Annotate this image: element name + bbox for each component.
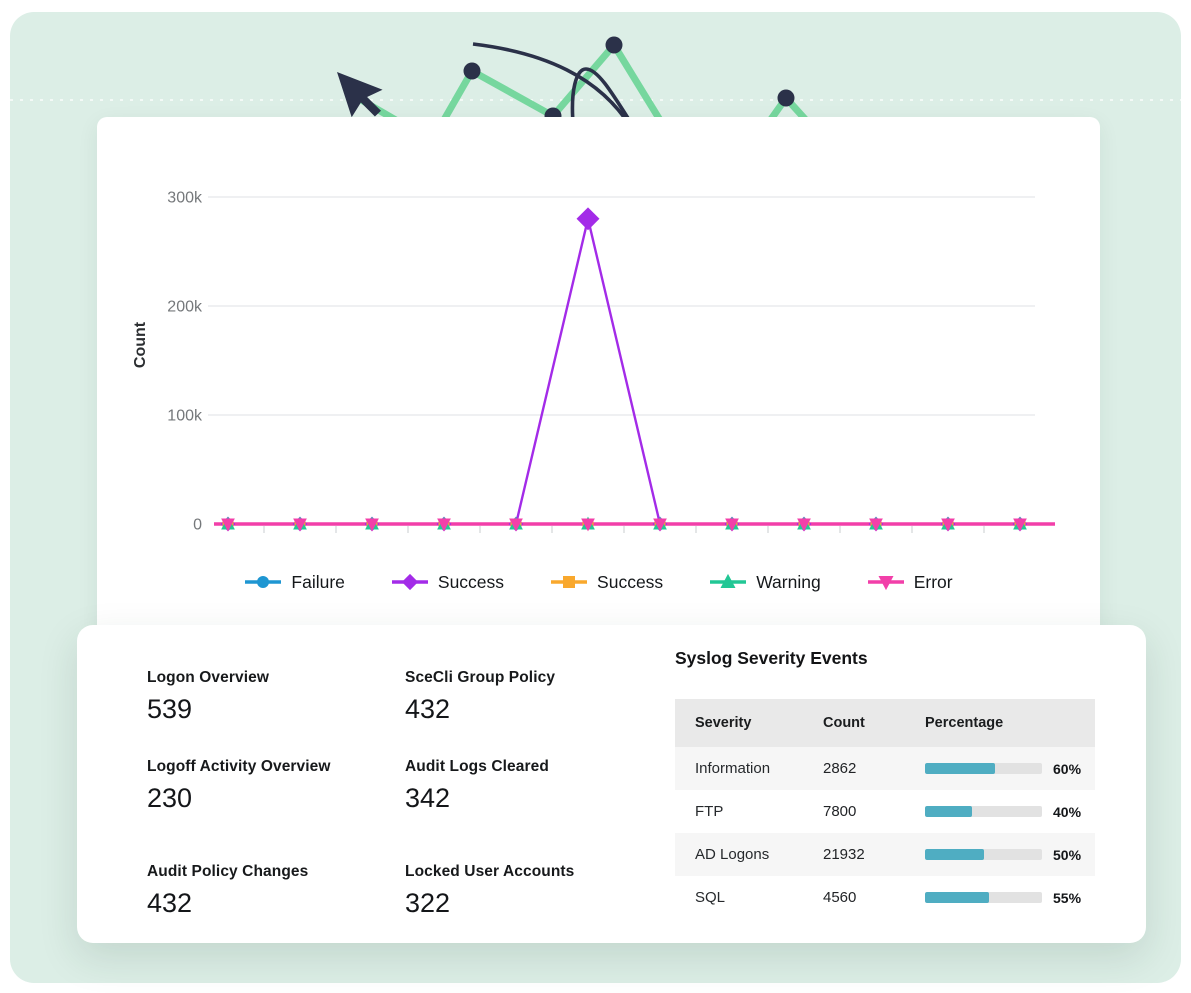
percentage-label: 50% (1053, 846, 1082, 863)
severity-cell: SQL (695, 889, 726, 906)
triangle-down-marker-icon (867, 576, 904, 591)
table-row: FTP 7800 40% (675, 790, 1095, 833)
syslog-severity-section: Syslog Severity Events Severity Count Pe… (675, 648, 1095, 919)
svg-text:300k: 300k (167, 190, 203, 207)
svg-text:200k: 200k (167, 299, 203, 316)
stat-audit-logs-cleared: Audit Logs Cleared 342 (405, 758, 655, 814)
legend-label: Success (597, 571, 664, 592)
deco-swoosh-curves (472, 42, 640, 135)
percentage-bar-track (925, 892, 1042, 903)
stat-label: SceCli Group Policy (405, 669, 556, 686)
circle-marker-icon (245, 576, 282, 588)
legend-item-failure[interactable]: Failure (244, 572, 345, 593)
table-header-row: Severity Count Percentage (675, 699, 1095, 747)
square-marker-icon (551, 576, 588, 588)
percentage-label: 60% (1053, 760, 1082, 777)
summary-card: Logon Overview 539 SceCli Group Policy 4… (77, 625, 1146, 943)
stat-audit-policy-changes: Audit Policy Changes 432 (147, 863, 397, 919)
stat-value: 230 (147, 783, 193, 813)
legend-item-success[interactable]: Success (391, 572, 504, 593)
diamond-marker-icon (391, 573, 428, 591)
severity-cell: FTP (695, 803, 724, 820)
legend-item-success[interactable]: Success (550, 572, 663, 593)
count-cell: 4560 (823, 889, 857, 906)
chart-legend: Failure Success Success Warning Error (97, 566, 1100, 598)
percentage-bar-track (925, 763, 1042, 774)
legend-label: Warning (756, 571, 821, 592)
count-cell: 7800 (823, 803, 857, 820)
svg-text:0: 0 (193, 517, 202, 534)
stat-value: 432 (147, 888, 193, 918)
stat-label: Locked User Accounts (405, 863, 575, 880)
stat-logon-overview: Logon Overview 539 (147, 669, 397, 725)
percentage-bar-track (925, 806, 1042, 817)
stat-value: 322 (405, 888, 451, 918)
legend-item-warning[interactable]: Warning (709, 572, 821, 593)
percentage-bar-fill (925, 806, 972, 817)
column-header-count: Count (823, 715, 865, 731)
legend-label: Error (913, 571, 953, 592)
count-cell: 21932 (823, 846, 865, 863)
stat-value: 432 (405, 694, 451, 724)
stat-label: Audit Policy Changes (147, 863, 309, 880)
syslog-severity-title: Syslog Severity Events (675, 648, 868, 668)
svg-text:100k: 100k (167, 408, 203, 425)
percentage-label: 55% (1053, 889, 1082, 906)
table-row: AD Logons 21932 50% (675, 833, 1095, 876)
stat-value: 539 (147, 694, 193, 724)
syslog-severity-table: Severity Count Percentage Information 28… (675, 699, 1095, 919)
table-row: Information 2862 60% (675, 747, 1095, 790)
svg-text:Count: Count (132, 321, 149, 368)
percentage-bar-fill (925, 763, 996, 774)
severity-cell: Information (695, 760, 771, 777)
column-header-severity: Severity (695, 715, 752, 731)
triangle-up-marker-icon (710, 573, 747, 588)
stat-logoff-activity-overview: Logoff Activity Overview 230 (147, 758, 397, 814)
stat-scecli-group-policy: SceCli Group Policy 432 (405, 669, 655, 725)
severity-cell: AD Logons (695, 846, 770, 863)
column-header-percentage: Percentage (925, 715, 1004, 731)
percentage-bar-track (925, 849, 1042, 860)
stat-label: Logoff Activity Overview (147, 758, 331, 775)
legend-label: Failure (291, 571, 345, 592)
stat-label: Logon Overview (147, 669, 269, 686)
stat-locked-user-accounts: Locked User Accounts 322 (405, 863, 655, 919)
table-row: SQL 4560 55% (675, 876, 1095, 919)
cursor-arrow-icon (337, 72, 383, 118)
legend-label: Success (437, 571, 505, 592)
percentage-bar-fill (925, 892, 990, 903)
stat-value: 342 (405, 783, 451, 813)
percentage-bar-fill (925, 849, 984, 860)
events-trend-chart-card: 0 100k 200k 300k Count Failure Success Success… (97, 117, 1100, 640)
count-cell: 2862 (823, 760, 857, 777)
percentage-label: 40% (1053, 803, 1082, 820)
stat-label: Audit Logs Cleared (405, 758, 549, 775)
events-line-chart: 0 100k 200k 300k Count (132, 190, 1055, 534)
legend-item-error[interactable]: Error (867, 572, 953, 593)
